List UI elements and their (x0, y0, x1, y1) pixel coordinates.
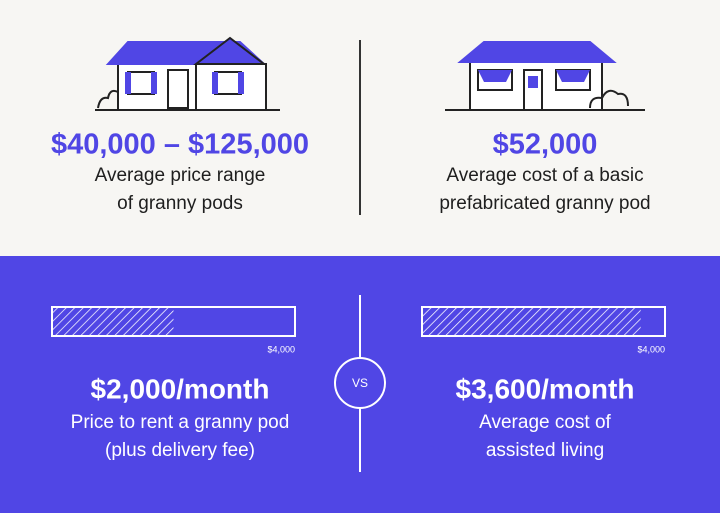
caption: assisted living (486, 440, 604, 461)
headline-value: $2,000/month (91, 373, 270, 404)
scale-label: $4,000 (267, 344, 295, 354)
caption: Average cost of (479, 412, 611, 433)
vs-circle (334, 357, 386, 409)
house-icon (445, 41, 645, 111)
caption: Average price range (95, 165, 266, 186)
bar-fill (52, 307, 174, 336)
house-icon (95, 36, 280, 111)
vs-label: VS (352, 376, 368, 390)
headline-value: $40,000 – $125,000 (51, 129, 309, 161)
caption: Average cost of a basic (446, 165, 643, 186)
caption: (plus delivery fee) (105, 440, 255, 461)
scale-label: $4,000 (637, 344, 665, 354)
headline-value: $52,000 (493, 129, 598, 161)
caption: Price to rent a granny pod (71, 412, 290, 433)
headline-value: $3,600/month (456, 373, 635, 404)
bar-track (421, 306, 666, 337)
bar-fill (422, 307, 641, 336)
caption: of granny pods (117, 193, 243, 214)
caption: prefabricated granny pod (439, 193, 650, 214)
bar-track (51, 306, 296, 337)
